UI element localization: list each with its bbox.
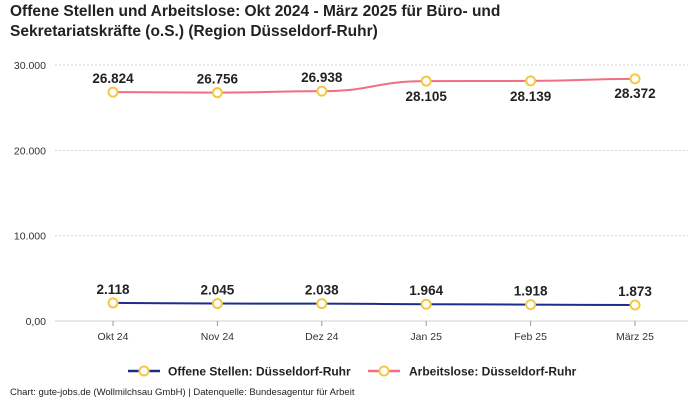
data-label-offene-stellen: 2.045 bbox=[201, 283, 235, 298]
legend-item-offene-stellen: Offene Stellen: Düsseldorf-Ruhr bbox=[128, 365, 351, 379]
data-label-arbeitslose: 26.756 bbox=[197, 72, 239, 87]
data-label-offene-stellen: 1.918 bbox=[514, 284, 548, 299]
legend-marker bbox=[138, 365, 150, 377]
series-line-offene-stellen bbox=[112, 301, 636, 307]
legend-label: Arbeitslose: Düsseldorf-Ruhr bbox=[409, 365, 577, 379]
data-point-offene-stellen bbox=[211, 298, 223, 310]
data-point-arbeitslose bbox=[629, 73, 641, 85]
data-point-arbeitslose bbox=[525, 75, 537, 87]
data-point-offene-stellen bbox=[316, 298, 328, 310]
data-label-arbeitslose: 28.372 bbox=[614, 86, 655, 101]
x-tick-label: Dez 24 bbox=[305, 331, 338, 343]
source-footer: Chart: gute-jobs.de (Wollmilchsau GmbH) … bbox=[10, 387, 355, 398]
chart-title: Offene Stellen und Arbeitslose: Okt 2024… bbox=[10, 2, 690, 42]
data-point-arbeitslose bbox=[211, 87, 223, 99]
x-tick-label: Jan 25 bbox=[410, 331, 442, 343]
data-point-offene-stellen bbox=[107, 297, 119, 309]
data-label-arbeitslose: 26.824 bbox=[92, 71, 134, 86]
y-tick-label: 20.000 bbox=[14, 145, 46, 157]
data-label-offene-stellen: 1.873 bbox=[618, 284, 652, 299]
x-tick-label: Feb 25 bbox=[514, 331, 547, 343]
x-tick-label: Nov 24 bbox=[201, 331, 234, 343]
data-label-offene-stellen: 1.964 bbox=[409, 283, 443, 298]
legend-label: Offene Stellen: Düsseldorf-Ruhr bbox=[168, 365, 351, 379]
y-tick-label: 30.000 bbox=[14, 60, 46, 72]
data-point-offene-stellen bbox=[525, 299, 537, 311]
data-point-arbeitslose bbox=[107, 86, 119, 98]
x-tick-label: Okt 24 bbox=[98, 331, 129, 343]
data-label-arbeitslose: 28.139 bbox=[510, 89, 551, 104]
data-point-arbeitslose bbox=[420, 75, 432, 87]
data-label-arbeitslose: 28.105 bbox=[406, 89, 448, 104]
y-tick-label: 0,00 bbox=[26, 316, 47, 328]
legend-item-arbeitslose: Arbeitslose: Düsseldorf-Ruhr bbox=[368, 365, 577, 379]
y-tick-label: 10.000 bbox=[14, 231, 46, 243]
chart-title-line-2: Sekretariatskräfte (o.S.) (Region Düssel… bbox=[10, 23, 378, 40]
x-tick-label: März 25 bbox=[616, 331, 654, 343]
data-label-arbeitslose: 26.938 bbox=[301, 70, 343, 85]
data-point-arbeitslose bbox=[316, 85, 328, 97]
data-point-offene-stellen bbox=[629, 299, 641, 311]
chart-title-line-1: Offene Stellen und Arbeitslose: Okt 2024… bbox=[10, 3, 501, 20]
data-label-offene-stellen: 2.118 bbox=[96, 282, 130, 297]
data-label-offene-stellen: 2.038 bbox=[305, 283, 339, 298]
legend-marker bbox=[378, 365, 390, 377]
data-point-offene-stellen bbox=[420, 298, 432, 310]
series-line-arbeitslose bbox=[112, 77, 636, 94]
